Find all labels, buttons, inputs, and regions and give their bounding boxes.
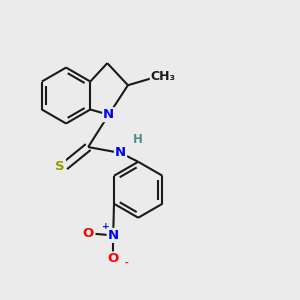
Text: N: N (115, 146, 126, 159)
Text: H: H (133, 133, 143, 146)
Text: N: N (103, 108, 114, 121)
Text: O: O (108, 252, 119, 266)
Text: +: + (102, 222, 110, 231)
Text: S: S (56, 160, 65, 173)
Text: CH₃: CH₃ (151, 70, 176, 83)
Text: O: O (82, 227, 94, 240)
Text: N: N (108, 229, 119, 242)
Text: -: - (124, 259, 128, 268)
